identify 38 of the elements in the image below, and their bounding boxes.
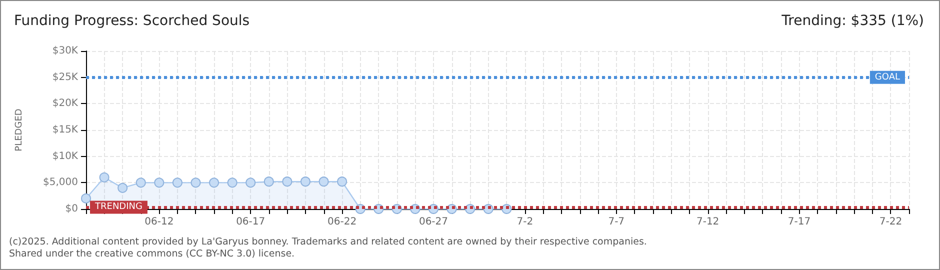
point <box>190 178 201 188</box>
text: (c)2025. Additional content provided by La'Garyus bonney. Trademarks and related content are owned by their respective companies. <box>9 236 647 248</box>
x-tick-label: 7-7 <box>608 216 625 228</box>
y-axis-title: PLEDGED <box>14 108 24 152</box>
x-tick-label: 06-27 <box>418 216 448 228</box>
ref-line-label: TRENDING <box>94 202 142 212</box>
ref-line-label: GOAL <box>874 72 900 82</box>
point <box>318 176 329 187</box>
chart-subtitle: Trending: $335 (1%) <box>780 13 924 29</box>
x-tick-label: 06-12 <box>144 216 174 228</box>
point <box>282 176 292 187</box>
y-tick-label: $0 <box>65 204 78 214</box>
y-tick-label: $5,000 <box>43 177 78 188</box>
x-tick-label: 7-22 <box>879 216 902 228</box>
point <box>154 178 164 188</box>
text: Shared under the creative commons (CC BY-NC 3.0) license. <box>9 248 295 260</box>
point <box>81 193 91 204</box>
y-tick-label: $10K <box>52 150 78 162</box>
point <box>300 176 310 187</box>
point <box>246 178 256 188</box>
chart-title: Funding Progress: Scorched Souls <box>14 13 250 29</box>
x-tick-label: 06-22 <box>328 216 357 228</box>
x-tick-label: 7-2 <box>516 216 534 228</box>
point <box>99 172 110 182</box>
point <box>227 178 238 188</box>
point <box>136 178 146 188</box>
point <box>118 182 128 193</box>
x-tick-label: 7-12 <box>696 216 720 228</box>
point <box>337 176 348 187</box>
point <box>209 178 220 188</box>
y-tick-label: $15K <box>52 124 78 136</box>
y-tick-label: $30K <box>52 46 78 56</box>
y-tick-label: $25K <box>52 72 78 83</box>
point <box>172 178 182 188</box>
x-tick-label: 7-17 <box>788 216 811 228</box>
point <box>264 176 274 187</box>
y-tick-label: $20K <box>52 98 78 110</box>
x-tick-label: 06-17 <box>236 216 266 228</box>
